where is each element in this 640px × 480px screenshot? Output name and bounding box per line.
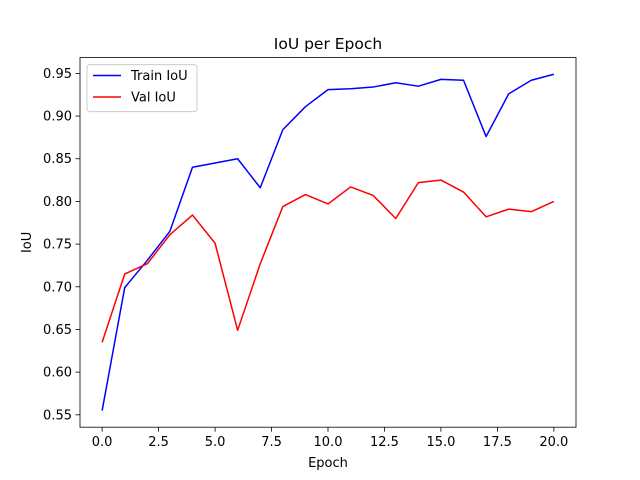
plot-area [80, 57, 576, 428]
y-tick-label: 0.85 [43, 152, 72, 167]
y-tick-label: 0.90 [43, 110, 72, 125]
x-tick-label: 15.0 [426, 435, 455, 450]
x-axis-title: Epoch [308, 456, 348, 471]
y-tick-label: 0.55 [43, 408, 72, 423]
series-lines [101, 73, 555, 411]
x-tick-label: 0.0 [92, 435, 113, 450]
chart-title: IoU per Epoch [274, 35, 382, 53]
x-tick-label: 20.0 [539, 435, 568, 450]
y-tick-label: 0.95 [43, 67, 72, 82]
y-tick-label: 0.65 [43, 323, 72, 338]
x-tick-label: 5.0 [205, 435, 226, 450]
legend-label-train: Train IoU [130, 69, 188, 84]
x-tick-label: 7.5 [261, 435, 282, 450]
legend-box [86, 64, 198, 113]
legend: Train IoU Val IoU [86, 64, 198, 113]
x-axis-ticks: 0.0 2.5 5.0 7.5 10.0 12.5 15.0 17.5 20.0 [92, 427, 568, 450]
y-tick-label: 0.60 [43, 366, 72, 381]
y-axis-title: IoU [20, 232, 35, 253]
x-tick-label: 12.5 [370, 435, 399, 450]
y-tick-label: 0.70 [43, 280, 72, 295]
x-tick-label: 10.0 [314, 435, 343, 450]
legend-label-val: Val IoU [131, 91, 176, 106]
y-tick-label: 0.75 [43, 238, 72, 253]
x-tick-label: 2.5 [148, 435, 169, 450]
plot-frame [79, 57, 577, 428]
y-tick-label: 0.80 [43, 195, 72, 210]
y-axis-ticks: 0.55 0.60 0.65 0.70 0.75 0.80 0.85 0.90 0.95 [43, 67, 80, 423]
x-tick-label: 17.5 [483, 435, 512, 450]
